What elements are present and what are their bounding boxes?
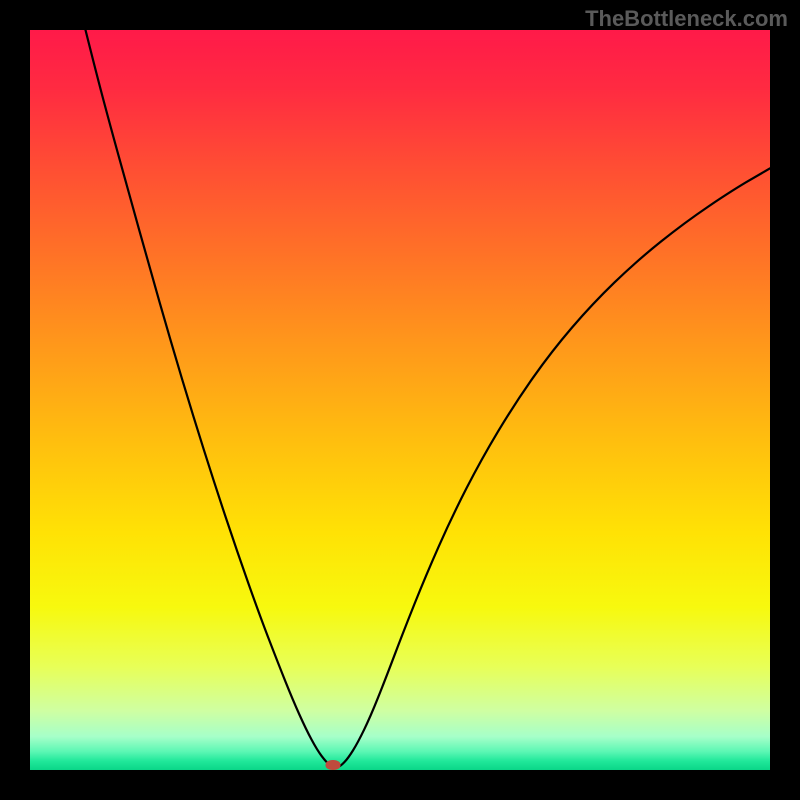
bottleneck-curve xyxy=(86,30,771,768)
optimum-marker xyxy=(326,760,341,770)
chart-svg xyxy=(30,30,770,770)
chart-plot-area xyxy=(30,30,770,770)
watermark-text: TheBottleneck.com xyxy=(585,6,788,32)
